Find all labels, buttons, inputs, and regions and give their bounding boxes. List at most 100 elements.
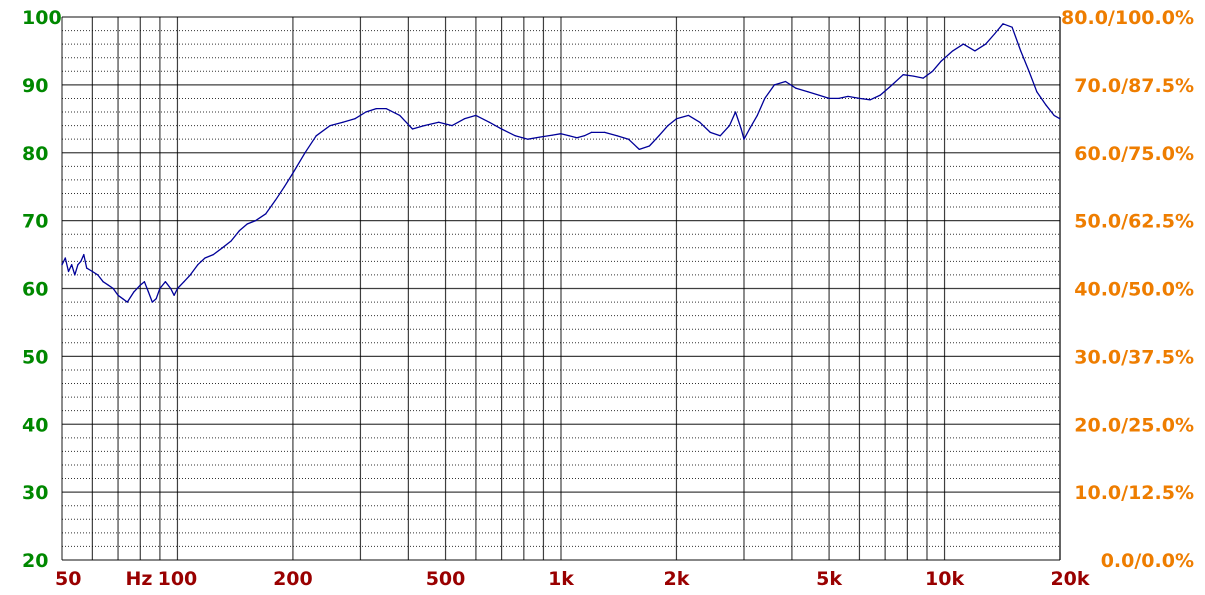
series-point xyxy=(551,134,554,136)
series-point xyxy=(411,128,414,130)
series-point xyxy=(756,114,758,117)
series-point xyxy=(304,152,306,154)
series-point xyxy=(238,230,240,232)
y-tick-label: 80 xyxy=(22,143,48,165)
series-point xyxy=(61,264,63,266)
series-point xyxy=(463,118,466,120)
x-tick-label: 200 xyxy=(273,568,313,590)
series-point xyxy=(699,121,701,123)
series-point xyxy=(221,247,224,249)
series-point xyxy=(974,50,976,52)
series-point xyxy=(807,91,809,93)
x-tick-label: 2k xyxy=(664,568,690,590)
series-point xyxy=(151,301,153,303)
x-tick-label: 20k xyxy=(1050,568,1089,590)
series-point xyxy=(183,281,185,283)
series-point xyxy=(818,94,820,96)
series-point xyxy=(1036,91,1038,93)
series-point xyxy=(126,301,128,303)
series-point xyxy=(838,97,840,100)
y2-tick-label: 10.0/12.5% xyxy=(1074,482,1194,504)
y2-tick-label: 0.0/0.0% xyxy=(1101,550,1194,572)
x-tick-label: 50 xyxy=(55,568,81,590)
series-point xyxy=(931,70,934,72)
series-point xyxy=(847,95,849,98)
series-point xyxy=(728,125,731,127)
series-point xyxy=(107,284,109,286)
series-point xyxy=(675,118,678,120)
y-tick-label: 90 xyxy=(22,75,48,97)
series-point xyxy=(527,138,529,140)
series-point xyxy=(1002,23,1004,25)
series-point xyxy=(173,294,175,296)
series-point xyxy=(365,111,367,113)
series-point xyxy=(1011,26,1013,28)
series-point xyxy=(648,145,650,147)
series-point xyxy=(500,128,503,130)
x-tick-label: 500 xyxy=(426,568,466,590)
series-point xyxy=(658,135,660,137)
series-point xyxy=(993,33,996,35)
series-point xyxy=(891,84,893,86)
major-grid xyxy=(61,16,1061,561)
x-tick-label: 10k xyxy=(925,568,964,590)
x-tick-label: 1k xyxy=(548,568,574,590)
series-point xyxy=(77,264,79,266)
series-point xyxy=(709,131,711,133)
series-point xyxy=(438,121,440,123)
series-point xyxy=(375,108,377,110)
y-tick-label: 60 xyxy=(22,279,48,301)
series-point xyxy=(719,135,721,137)
series-point xyxy=(64,257,66,259)
series-point xyxy=(869,99,871,101)
series-point xyxy=(748,128,751,130)
series-point xyxy=(354,118,356,120)
series-point xyxy=(71,264,73,266)
series-point xyxy=(451,125,453,127)
series-point xyxy=(740,128,742,130)
series-point xyxy=(576,137,578,139)
series-point xyxy=(743,138,745,140)
series-point xyxy=(385,108,387,110)
series-point xyxy=(539,136,541,138)
y2-tick-label: 50.0/62.5% xyxy=(1074,211,1194,233)
series-point xyxy=(667,125,669,127)
series-point xyxy=(399,114,401,117)
series-point xyxy=(879,94,881,96)
series-point xyxy=(560,133,562,135)
series-point xyxy=(170,287,172,290)
series-point xyxy=(488,121,490,123)
series-point xyxy=(1053,114,1055,117)
y-tick-label: 30 xyxy=(22,482,48,504)
y-tick-label: 40 xyxy=(22,414,48,436)
series-point xyxy=(197,264,199,266)
series-point xyxy=(80,260,82,262)
series-point xyxy=(773,84,775,86)
series-point xyxy=(795,87,797,89)
series-point xyxy=(147,291,150,293)
y2-tick-label: 80.0/100.0% xyxy=(1061,7,1194,29)
x-tick-label: 100 xyxy=(158,568,198,590)
series-point xyxy=(122,298,124,300)
series-point xyxy=(255,220,257,222)
series-point xyxy=(1045,104,1047,106)
series-point xyxy=(283,186,285,188)
series-point xyxy=(67,270,70,273)
series-point xyxy=(514,135,516,137)
x-unit-label: Hz xyxy=(126,568,153,590)
series-point xyxy=(91,270,93,273)
series-point xyxy=(583,135,585,137)
series-point xyxy=(189,274,191,276)
series-point xyxy=(940,60,942,62)
series-point xyxy=(734,111,737,113)
series-point xyxy=(638,148,640,150)
series-point xyxy=(143,281,146,283)
series-point xyxy=(329,125,331,127)
series-point xyxy=(627,138,630,140)
series-point xyxy=(230,240,232,242)
series-point xyxy=(86,267,88,269)
series-point xyxy=(475,114,477,117)
y2-tick-label: 20.0/25.0% xyxy=(1074,414,1194,436)
series-point xyxy=(604,131,606,133)
